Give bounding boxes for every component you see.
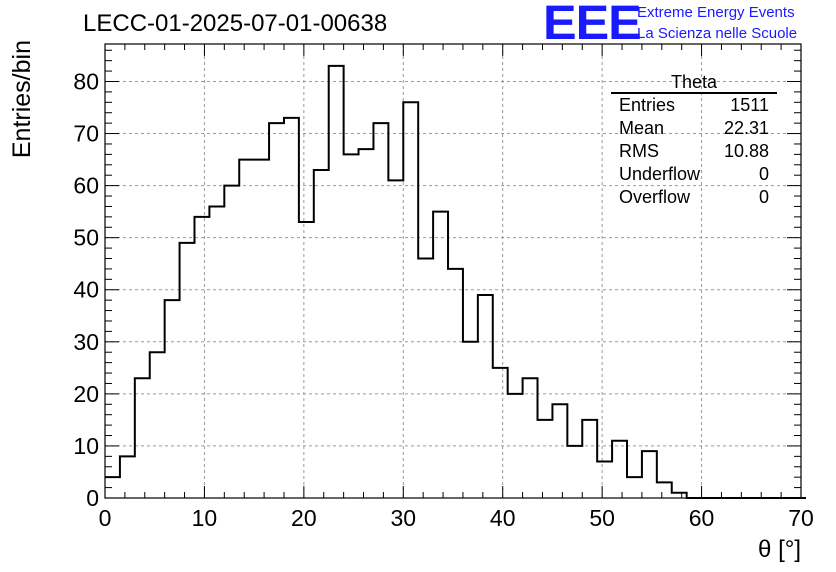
stats-box: Theta Entries 1511 Mean 22.31 RMS 10.88 Underf… xyxy=(611,72,777,209)
stats-label: Entries xyxy=(619,95,676,115)
chart-title: LECC-01-2025-07-01-00638 xyxy=(83,10,388,37)
y-tick-label: 40 xyxy=(73,277,99,303)
x-tick-label: 30 xyxy=(390,505,416,531)
y-tick-label: 20 xyxy=(73,381,99,407)
y-tick-label: 50 xyxy=(73,225,99,251)
y-tick-label: 60 xyxy=(73,173,99,199)
stats-row: RMS 10.88 xyxy=(611,140,777,163)
y-axis-label: Entries/bin xyxy=(8,40,36,158)
stats-row: Overflow 0 xyxy=(611,186,777,209)
x-tick-label: 50 xyxy=(589,505,615,531)
x-tick-label: 70 xyxy=(788,505,814,531)
stats-row: Underflow 0 xyxy=(611,163,777,186)
x-tick-label: 40 xyxy=(490,505,516,531)
stats-title: Theta xyxy=(611,72,777,94)
stats-label: RMS xyxy=(619,141,659,161)
stats-value: 1511 xyxy=(730,95,769,115)
logo-line-1: Extreme Energy Events xyxy=(637,4,795,21)
histogram-series-theta xyxy=(105,64,806,499)
x-tick-label: 0 xyxy=(99,505,112,531)
stats-label: Overflow xyxy=(619,187,691,207)
eee-logo: EEE xyxy=(543,0,642,50)
y-tick-label: 70 xyxy=(73,121,99,147)
y-tick-label: 30 xyxy=(73,329,99,355)
logo-line-2: La Scienza nelle Scuole xyxy=(637,25,798,42)
x-tick-label: 20 xyxy=(291,505,317,531)
x-axis-label: θ [°] xyxy=(758,536,801,563)
stats-label: Underflow xyxy=(619,164,701,184)
stats-label: Mean xyxy=(619,118,665,138)
stats-value: 10.88 xyxy=(723,141,769,161)
y-tick-label: 80 xyxy=(73,68,99,94)
plot-frame xyxy=(104,43,802,499)
y-tick-label: 0 xyxy=(86,485,99,511)
stats-row: Mean 22.31 xyxy=(611,117,777,140)
y-tick-label: 10 xyxy=(73,433,99,459)
x-tick-label: 10 xyxy=(192,505,218,531)
x-tick-label: 60 xyxy=(689,505,715,531)
stats-value: 0 xyxy=(758,164,769,184)
stats-value: 22.31 xyxy=(723,118,769,138)
stats-row: Entries 1511 xyxy=(611,94,777,117)
stats-value: 0 xyxy=(758,187,769,207)
